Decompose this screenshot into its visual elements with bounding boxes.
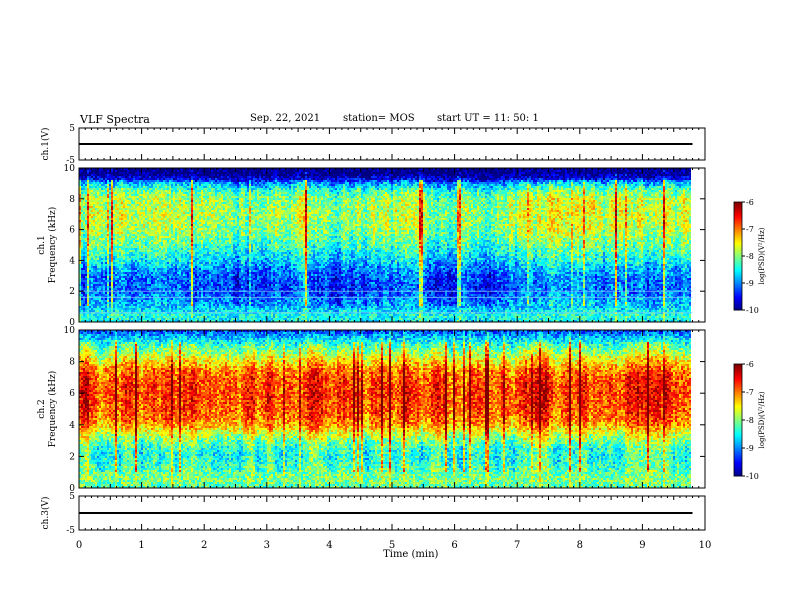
y-tick-label: 6 [69,389,75,399]
colorbar-tick-label: -10 [746,472,759,481]
colorbar-tick-label: -10 [746,306,759,315]
x-axis-label: Time (min) [383,549,438,560]
y-axis-label-ch2-spectrogram: ch.2 [37,399,47,418]
x-tick-label: 4 [326,540,332,551]
x-tick-label: 8 [577,540,583,551]
spectrogram-image-ch1-spectrogram [79,168,692,322]
y-tick-label: 0 [69,484,75,494]
x-tick-label: 9 [639,540,645,551]
y-tick-label: 2 [69,452,75,462]
y-tick-label: 5 [69,124,75,134]
colorbar-tick-label: -8 [746,252,754,261]
x-tick-label: 6 [451,540,457,551]
spectrogram-image-ch2-spectrogram [79,330,691,488]
y-tick-label: 8 [69,195,75,205]
colorbar-tick-label: -9 [746,279,754,288]
colorbar-tick-label: -9 [746,444,754,453]
y-tick-label: 2 [69,287,75,297]
colorbar-tick-label: -6 [746,360,754,369]
colorbar-ch1-spectrogram: -6 -7 -8 -9 -10 log(PSD)(V²/Hz) [734,198,766,315]
x-tick-label: 0 [76,540,82,551]
y-tick-label: 4 [69,421,75,431]
y-tick-label: 4 [69,256,75,266]
colorbar-ch2-spectrogram: -6 -7 -8 -9 -10 log(PSD)(V²/Hz) [734,360,766,481]
y-tick-label: 6 [69,226,75,236]
y-tick-label: -5 [66,526,75,536]
y-axis-label-ch1-spectrogram: ch.1 [37,235,47,254]
x-tick-label: 7 [514,540,520,551]
y-axis-label-ch1-spectrogram: Frequency (kHz) [47,207,58,284]
colorbar-tick-label: -7 [746,388,754,397]
colorbar-tick-label: -6 [746,198,754,207]
colorbar-tick-label: -7 [746,225,754,234]
colorbar-label: log(PSD)(V²/Hz) [758,391,766,448]
x-tick-label: 1 [138,540,144,551]
y-axis-label-ch2-spectrogram: Frequency (kHz) [47,371,58,448]
y-tick-label: 10 [64,164,76,174]
x-tick-label: 3 [264,540,270,551]
y-axis-label-ch1-waveform: ch.1(V) [40,128,51,161]
x-tick-label: 10 [699,540,712,551]
colorbar-label: log(PSD)(V²/Hz) [758,227,766,284]
x-tick-label: 2 [201,540,207,551]
y-tick-label: 10 [64,326,76,336]
y-axis-label-ch3-waveform: ch.3(V) [40,497,51,530]
y-tick-label: 8 [69,358,75,368]
colorbar-tick-label: -8 [746,416,754,425]
vlf-figure: 5-5ch.1(V)5-5ch.3(V)0246810ch.1 Frequency… [0,0,792,612]
